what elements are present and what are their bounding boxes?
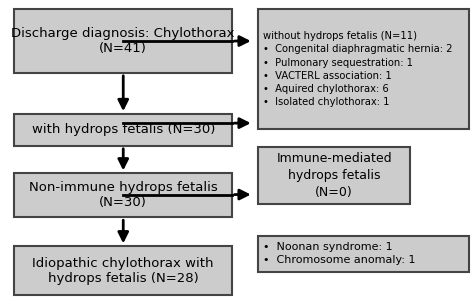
FancyBboxPatch shape bbox=[258, 236, 469, 272]
FancyBboxPatch shape bbox=[14, 173, 232, 217]
FancyBboxPatch shape bbox=[258, 9, 469, 129]
Text: Idiopathic chylothorax with
hydrops fetalis (N=28): Idiopathic chylothorax with hydrops feta… bbox=[33, 257, 214, 285]
FancyBboxPatch shape bbox=[14, 9, 232, 73]
FancyBboxPatch shape bbox=[258, 147, 410, 204]
Text: without hydrops fetalis (N=11)
•  Congenital diaphragmatic hernia: 2
•  Pulmonar: without hydrops fetalis (N=11) • Congeni… bbox=[263, 31, 453, 107]
FancyBboxPatch shape bbox=[14, 246, 232, 295]
FancyBboxPatch shape bbox=[14, 114, 232, 146]
Text: Non-immune hydrops fetalis
(N=30): Non-immune hydrops fetalis (N=30) bbox=[29, 181, 218, 209]
Text: •  Noonan syndrome: 1
•  Chromosome anomaly: 1: • Noonan syndrome: 1 • Chromosome anomal… bbox=[263, 242, 416, 265]
Text: Discharge diagnosis: Chylothorax
(N=41): Discharge diagnosis: Chylothorax (N=41) bbox=[11, 27, 235, 55]
Text: Immune-mediated
hydrops fetalis
(N=0): Immune-mediated hydrops fetalis (N=0) bbox=[276, 152, 392, 199]
Text: with hydrops fetalis (N=30): with hydrops fetalis (N=30) bbox=[32, 123, 215, 136]
